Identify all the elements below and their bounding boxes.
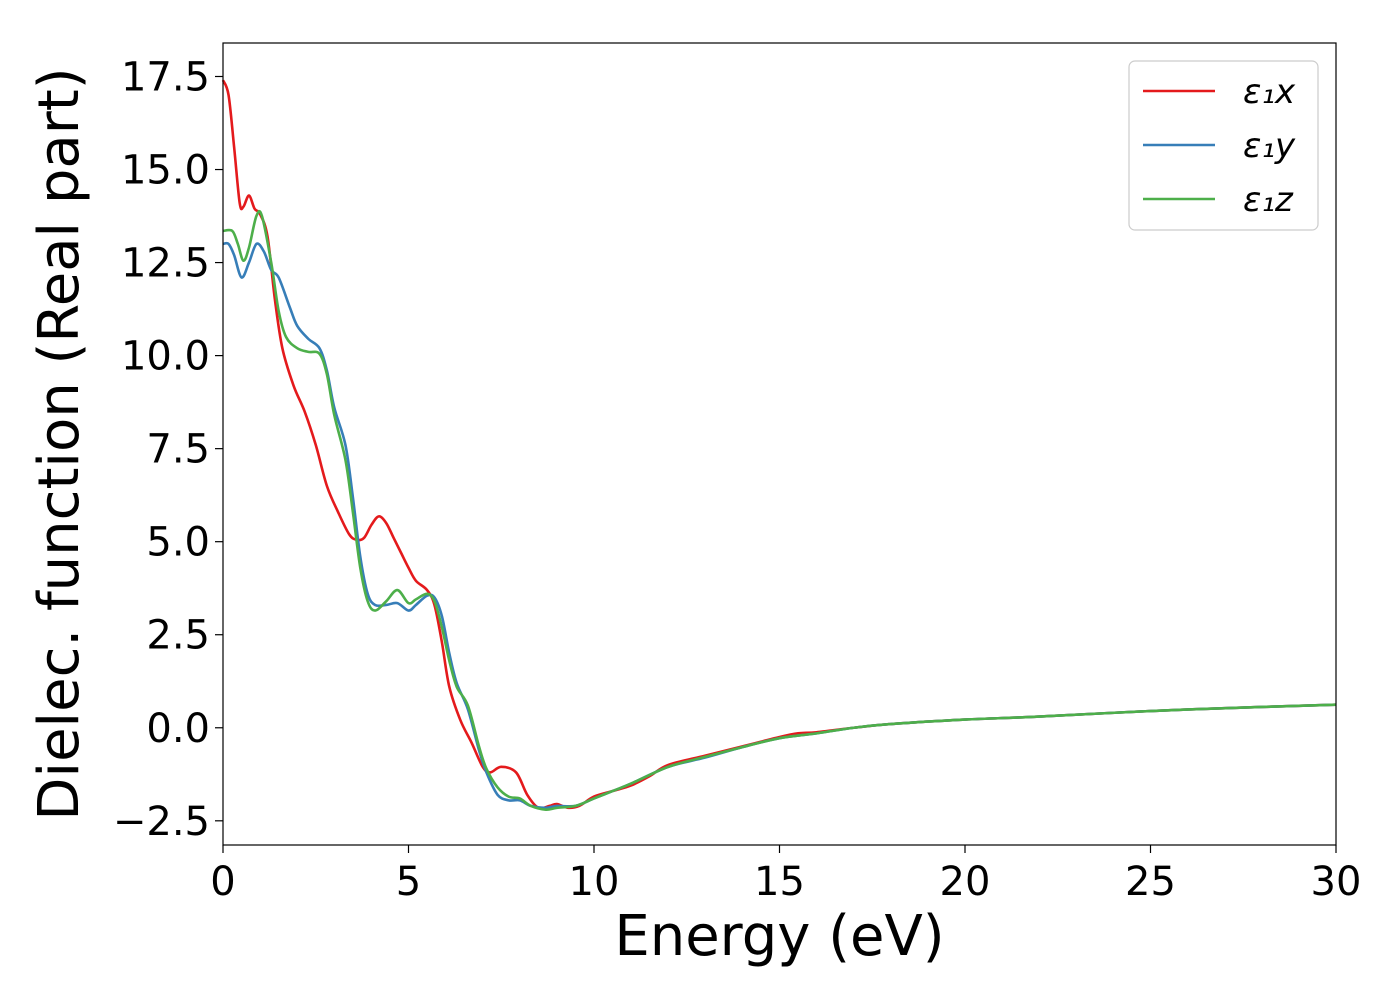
legend-label: ε₁z xyxy=(1243,180,1294,220)
y-tick-label: 7.5 xyxy=(146,427,210,473)
legend: ε₁x ε₁y ε₁z xyxy=(1128,60,1319,231)
x-tick-label: 0 xyxy=(210,859,235,905)
x-axis-ticks: 0 5 10 15 20 25 30 xyxy=(210,845,1361,905)
y-axis-ticks: −2.5 0.0 2.5 5.0 7.5 10.0 12.5 15.0 17.5 xyxy=(113,54,223,845)
x-tick-label: 5 xyxy=(396,859,421,905)
legend-label: ε₁y xyxy=(1243,126,1296,166)
series-line-e1z xyxy=(222,209,1337,811)
x-tick-label: 25 xyxy=(1125,859,1176,905)
legend-box xyxy=(1128,60,1319,231)
series-lines xyxy=(221,79,1337,811)
x-tick-label: 10 xyxy=(569,859,620,905)
y-tick-label: 17.5 xyxy=(121,54,210,100)
x-tick-label: 30 xyxy=(1311,859,1362,905)
y-tick-label: 12.5 xyxy=(121,241,210,287)
y-tick-label: 2.5 xyxy=(146,613,210,659)
y-tick-label: 15.0 xyxy=(121,148,210,194)
legend-label: ε₁x xyxy=(1243,72,1296,112)
y-axis-title: Dielec. function (Real part) xyxy=(27,67,92,820)
x-axis-title: Energy (eV) xyxy=(614,904,944,969)
y-tick-label: 5.0 xyxy=(146,520,210,566)
x-tick-label: 15 xyxy=(754,859,805,905)
x-tick-label: 20 xyxy=(940,859,991,905)
y-tick-label: 0.0 xyxy=(146,706,210,752)
y-tick-label: 10.0 xyxy=(121,334,210,380)
y-tick-label: −2.5 xyxy=(113,799,210,845)
